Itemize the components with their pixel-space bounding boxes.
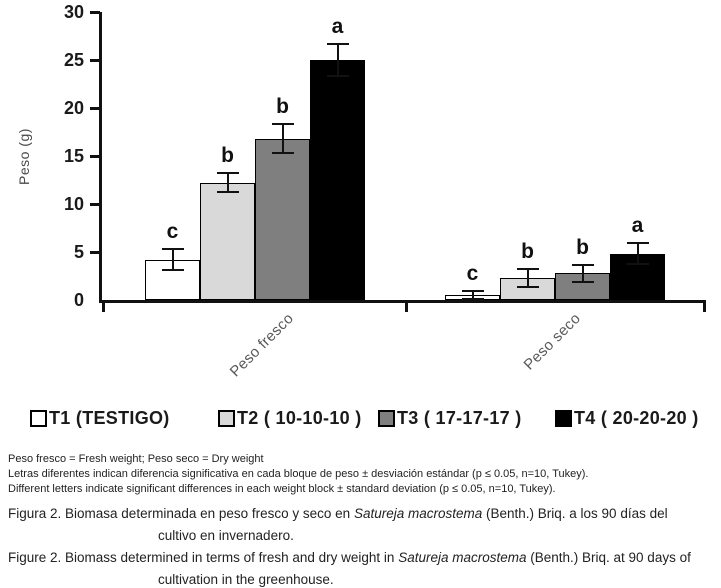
bar-t2-peso-fresco xyxy=(200,182,255,300)
significance-letter: a xyxy=(631,214,644,238)
species-name: Satureja macrostema xyxy=(398,550,527,565)
x-axis-tick xyxy=(703,300,706,312)
legend-swatch-icon xyxy=(218,410,235,427)
species-name: Satureja macrostema xyxy=(353,506,483,521)
error-bar-cap-bottom xyxy=(326,75,349,78)
error-bar-cap-top xyxy=(271,123,294,126)
caption-spanish-line2: cultivo en invernadero. xyxy=(158,528,294,543)
error-bar-cap-top xyxy=(626,242,649,245)
y-axis-tick xyxy=(90,106,100,110)
legend-label: T3 ( 17-17-17 ) xyxy=(397,408,522,428)
legend-entry-t3: T3 ( 17-17-17 ) xyxy=(378,408,522,429)
error-bar-line xyxy=(226,172,229,194)
plot-area: 0 5 10 15 20 25 30 c c b b b b a a Peso fresco Peso seco xyxy=(64,2,706,380)
significance-letter: b xyxy=(221,144,234,168)
legend-swatch-icon xyxy=(378,410,395,427)
footnote-definitions: Peso fresco = Fresh weight; Peso seco = … xyxy=(8,453,264,465)
legend-entry-t1: T1 (TESTIGO) xyxy=(30,408,170,429)
y-axis-tick xyxy=(90,202,100,206)
significance-letter: b xyxy=(521,240,534,264)
error-bar-cap-top xyxy=(161,248,184,251)
significance-letter: c xyxy=(166,220,179,244)
caption-spanish-line1: Figura 2. Biomasa determinada en peso fr… xyxy=(8,503,721,525)
error-bar-cap-bottom xyxy=(161,269,184,272)
y-tick-label: 0 xyxy=(73,290,84,310)
y-axis-tick xyxy=(90,58,100,62)
caption-text: Figura 2. Biomasa determinada en peso fr… xyxy=(8,506,354,521)
bar-t3-peso-fresco xyxy=(255,138,310,300)
error-bar-cap-bottom xyxy=(216,191,239,194)
footnote-english: Different letters indicate significant d… xyxy=(8,483,556,495)
error-bar-cap-bottom xyxy=(626,263,649,266)
error-bar-cap-bottom xyxy=(461,298,484,300)
significance-letter: a xyxy=(331,14,344,38)
bar-chart: Peso (g) 0 5 10 15 20 25 30 c c b b b b a a Peso fresco… xyxy=(16,2,706,380)
bar-t4-peso-fresco xyxy=(310,60,365,300)
significance-letter: b xyxy=(576,235,589,259)
legend-entry-t4: T4 ( 20-20-20 ) xyxy=(555,408,699,429)
caption-text: (Benth.) Briq. a los 90 días del xyxy=(482,506,668,521)
error-bar-cap-top xyxy=(461,290,484,293)
error-bar-line xyxy=(171,248,174,272)
x-axis-tick xyxy=(405,300,408,312)
error-bar-line xyxy=(581,263,584,283)
chart-legend: T1 (TESTIGO) T2 ( 10-10-10 ) T3 ( 17-17-17… xyxy=(0,408,721,436)
significance-letter: b xyxy=(276,95,289,119)
legend-label: T1 (TESTIGO) xyxy=(49,408,170,428)
error-bar-line xyxy=(281,123,284,155)
significance-letter: c xyxy=(466,262,479,286)
y-tick-label: 25 xyxy=(63,50,84,70)
caption-text: (Benth.) Briq. at 90 days of xyxy=(526,550,691,565)
caption-text: Figure 2. Biomass determined in terms of… xyxy=(8,550,399,565)
legend-swatch-icon xyxy=(555,410,572,427)
error-bar-cap-top xyxy=(516,268,539,271)
y-tick-label: 10 xyxy=(63,194,84,214)
y-axis-title: Peso (g) xyxy=(16,128,32,186)
caption-english-line1: Figure 2. Biomass determined in terms of… xyxy=(8,547,721,569)
error-bar-cap-top xyxy=(571,263,594,266)
legend-label: T2 ( 10-10-10 ) xyxy=(237,408,362,428)
y-axis-tick xyxy=(90,154,100,158)
legend-label: T4 ( 20-20-20 ) xyxy=(574,408,699,428)
error-bar-cap-top xyxy=(216,172,239,175)
caption-english-line2: cultivation in the greenhouse. xyxy=(158,572,334,587)
error-bar-line xyxy=(526,268,529,288)
error-bar-line xyxy=(636,242,639,266)
legend-swatch-icon xyxy=(30,410,47,427)
error-bar-cap-top xyxy=(326,42,349,45)
y-axis-tick xyxy=(90,250,100,254)
legend-entry-t2: T2 ( 10-10-10 ) xyxy=(218,408,362,429)
footnotes: Peso fresco = Fresh weight; Peso seco = … xyxy=(8,452,721,497)
error-bar-line xyxy=(336,42,339,78)
x-axis-tick xyxy=(102,300,105,312)
y-tick-label: 5 xyxy=(73,242,84,262)
y-tick-label: 20 xyxy=(63,98,84,118)
figure-captions: Figura 2. Biomasa determinada en peso fr… xyxy=(8,503,721,588)
error-bar-cap-bottom xyxy=(571,280,594,283)
y-tick-label: 30 xyxy=(63,2,84,22)
y-axis-tick xyxy=(90,10,100,14)
y-tick-label: 15 xyxy=(63,146,84,166)
error-bar-cap-bottom xyxy=(516,285,539,288)
footnote-spanish: Letras diferentes indican diferencia sig… xyxy=(8,468,589,480)
error-bar-line xyxy=(471,290,474,300)
error-bar-cap-bottom xyxy=(271,152,294,155)
